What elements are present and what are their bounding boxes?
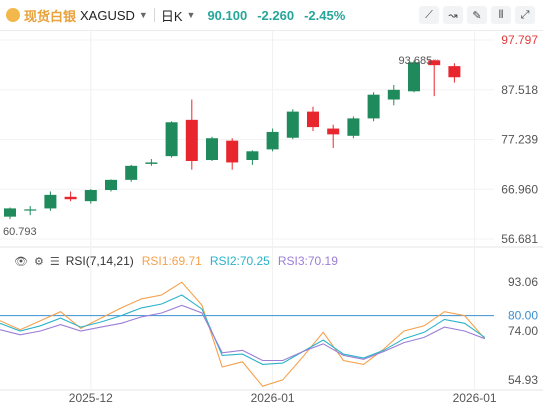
trend-icon[interactable]: ↝: [443, 6, 463, 24]
line-tool-icon[interactable]: ⟋: [419, 6, 439, 24]
eye-icon[interactable]: 👁: [14, 255, 28, 268]
candle-body: [327, 128, 340, 135]
x-tick-label: 2026-01: [453, 391, 497, 405]
candle-body: [367, 94, 380, 119]
toolbar-buttons: ⟋ ↝ ✎ ⦀ ⤢: [419, 6, 535, 24]
candle-body: [125, 165, 138, 180]
rsi-legend: 👁 ⚙ ☰ RSI(7,14,21) RSI1:69.71 RSI2:70.25…: [14, 252, 338, 270]
candle-body: [226, 140, 239, 163]
x-tick-label: 2025-12: [69, 391, 113, 405]
rsi1-value: RSI1:69.71: [141, 254, 202, 268]
rsi-label: RSI(7,14,21): [65, 254, 134, 268]
rsi-reference-label: 80.00: [508, 309, 538, 323]
rsi-series-line: [0, 304, 485, 362]
chevron-down-icon: ▼: [186, 10, 196, 20]
candle-body: [105, 179, 117, 191]
chart-toolbar: 现货白银 XAGUSD ▼ 日K ▼ 90.100 -2.260 -2.45% …: [0, 0, 543, 31]
candle-body: [246, 151, 259, 161]
pen-icon[interactable]: ✎: [467, 6, 487, 24]
divider: [153, 8, 155, 22]
expand-icon[interactable]: ⤢: [515, 6, 535, 24]
price-change: -2.260: [257, 7, 295, 23]
brand-logo-icon: [6, 8, 20, 22]
low-price-label: 60.793: [3, 226, 37, 238]
rsi3-value: RSI3:70.19: [277, 254, 338, 268]
ruler-icon[interactable]: ⦀: [491, 6, 511, 24]
rsi2-value: RSI2:70.25: [209, 254, 270, 268]
candle-body: [428, 60, 441, 66]
rsi-y-tick-label: 54.93: [508, 373, 538, 387]
y-tick-label: 87.518: [501, 83, 538, 97]
chevron-down-icon: ▼: [138, 10, 148, 20]
candle-body: [84, 190, 97, 202]
candle-body: [165, 122, 178, 157]
candle-body: [44, 194, 57, 209]
candle-body: [347, 118, 360, 136]
rsi-y-tick-label: 74.00: [508, 324, 538, 338]
candle-body: [4, 208, 16, 217]
settings-icon[interactable]: ⚙: [33, 255, 44, 268]
price-change-pct: -2.45%: [304, 7, 346, 23]
high-price-label: 93.685: [399, 55, 433, 67]
rsi-series-line: [0, 281, 486, 387]
candle-body: [145, 162, 158, 164]
y-tick-label: 97.797: [501, 33, 538, 47]
symbol-selector[interactable]: XAGUSD ▼: [80, 8, 148, 23]
x-tick-label: 2026-01: [251, 391, 295, 405]
rsi-series-line: [0, 294, 486, 365]
candle-body: [448, 66, 461, 78]
candle-body: [266, 131, 279, 150]
candle-body: [185, 119, 198, 161]
y-tick-label: 77.239: [501, 133, 538, 147]
candle-body: [387, 89, 400, 100]
brand: 现货白银: [6, 6, 76, 25]
candle-body: [408, 62, 420, 92]
period-label: 日K: [160, 8, 183, 24]
candle-body: [286, 111, 299, 138]
period-selector[interactable]: 日K ▼: [161, 6, 196, 25]
y-tick-label: 66.960: [501, 182, 538, 196]
candle-body: [206, 138, 218, 161]
y-tick-label: 56.681: [501, 232, 538, 246]
candle-body: [307, 111, 319, 128]
candle-body: [24, 209, 37, 211]
symbol-label: XAGUSD: [80, 7, 135, 23]
rsi-y-tick-label: 93.06: [508, 275, 538, 289]
brand-label: 现货白银: [24, 8, 77, 24]
list-icon[interactable]: ☰: [49, 255, 60, 268]
last-price: 90.100: [207, 7, 248, 23]
candle-body: [64, 196, 77, 200]
